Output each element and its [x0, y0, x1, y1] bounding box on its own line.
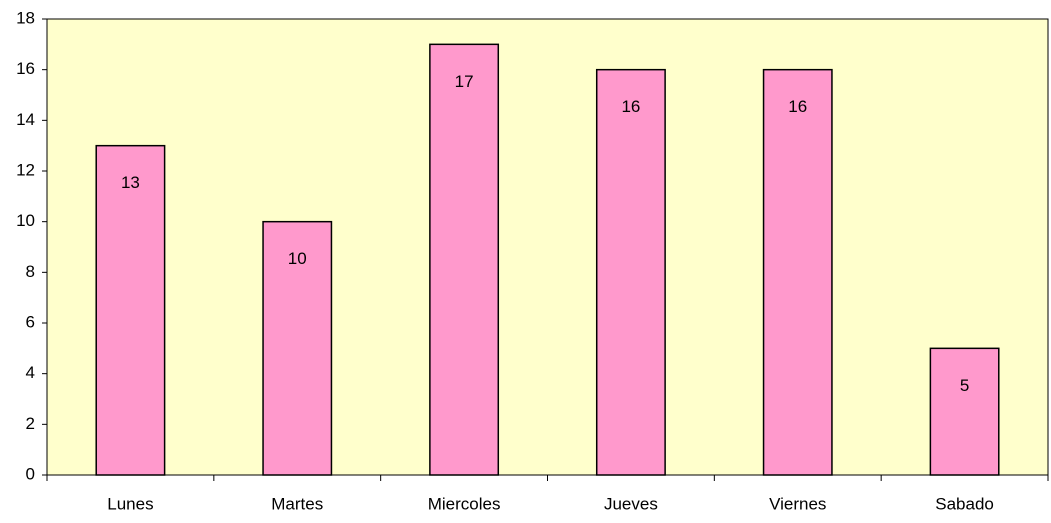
x-tick-label: Martes — [271, 494, 323, 513]
y-tick-label: 6 — [26, 312, 35, 331]
y-tick-label: 12 — [16, 160, 35, 179]
data-label: 13 — [121, 173, 140, 192]
x-tick-label: Miercoles — [428, 494, 501, 513]
data-label: 5 — [960, 376, 969, 395]
y-tick-label: 14 — [16, 110, 35, 129]
data-label: 16 — [788, 97, 807, 116]
bar — [595, 68, 666, 476]
y-tick-label: 10 — [16, 211, 35, 230]
x-tick-label: Viernes — [769, 494, 826, 513]
y-tick-label: 8 — [26, 262, 35, 281]
data-label: 16 — [621, 97, 640, 116]
y-tick-label: 16 — [16, 59, 35, 78]
bar — [95, 144, 166, 476]
y-tick-label: 18 — [16, 8, 35, 27]
x-tick-label: Lunes — [107, 494, 153, 513]
x-tick-label: Sabado — [935, 494, 994, 513]
y-tick-label: 0 — [26, 464, 35, 483]
data-label: 17 — [455, 72, 474, 91]
bar — [262, 220, 333, 476]
y-tick-label: 2 — [26, 414, 35, 433]
plot-area — [46, 18, 1049, 476]
x-tick-label: Jueves — [604, 494, 658, 513]
bar — [429, 43, 500, 476]
bar — [929, 347, 1000, 476]
bar — [762, 68, 833, 476]
data-label: 10 — [288, 249, 307, 268]
y-tick-label: 4 — [26, 363, 35, 382]
